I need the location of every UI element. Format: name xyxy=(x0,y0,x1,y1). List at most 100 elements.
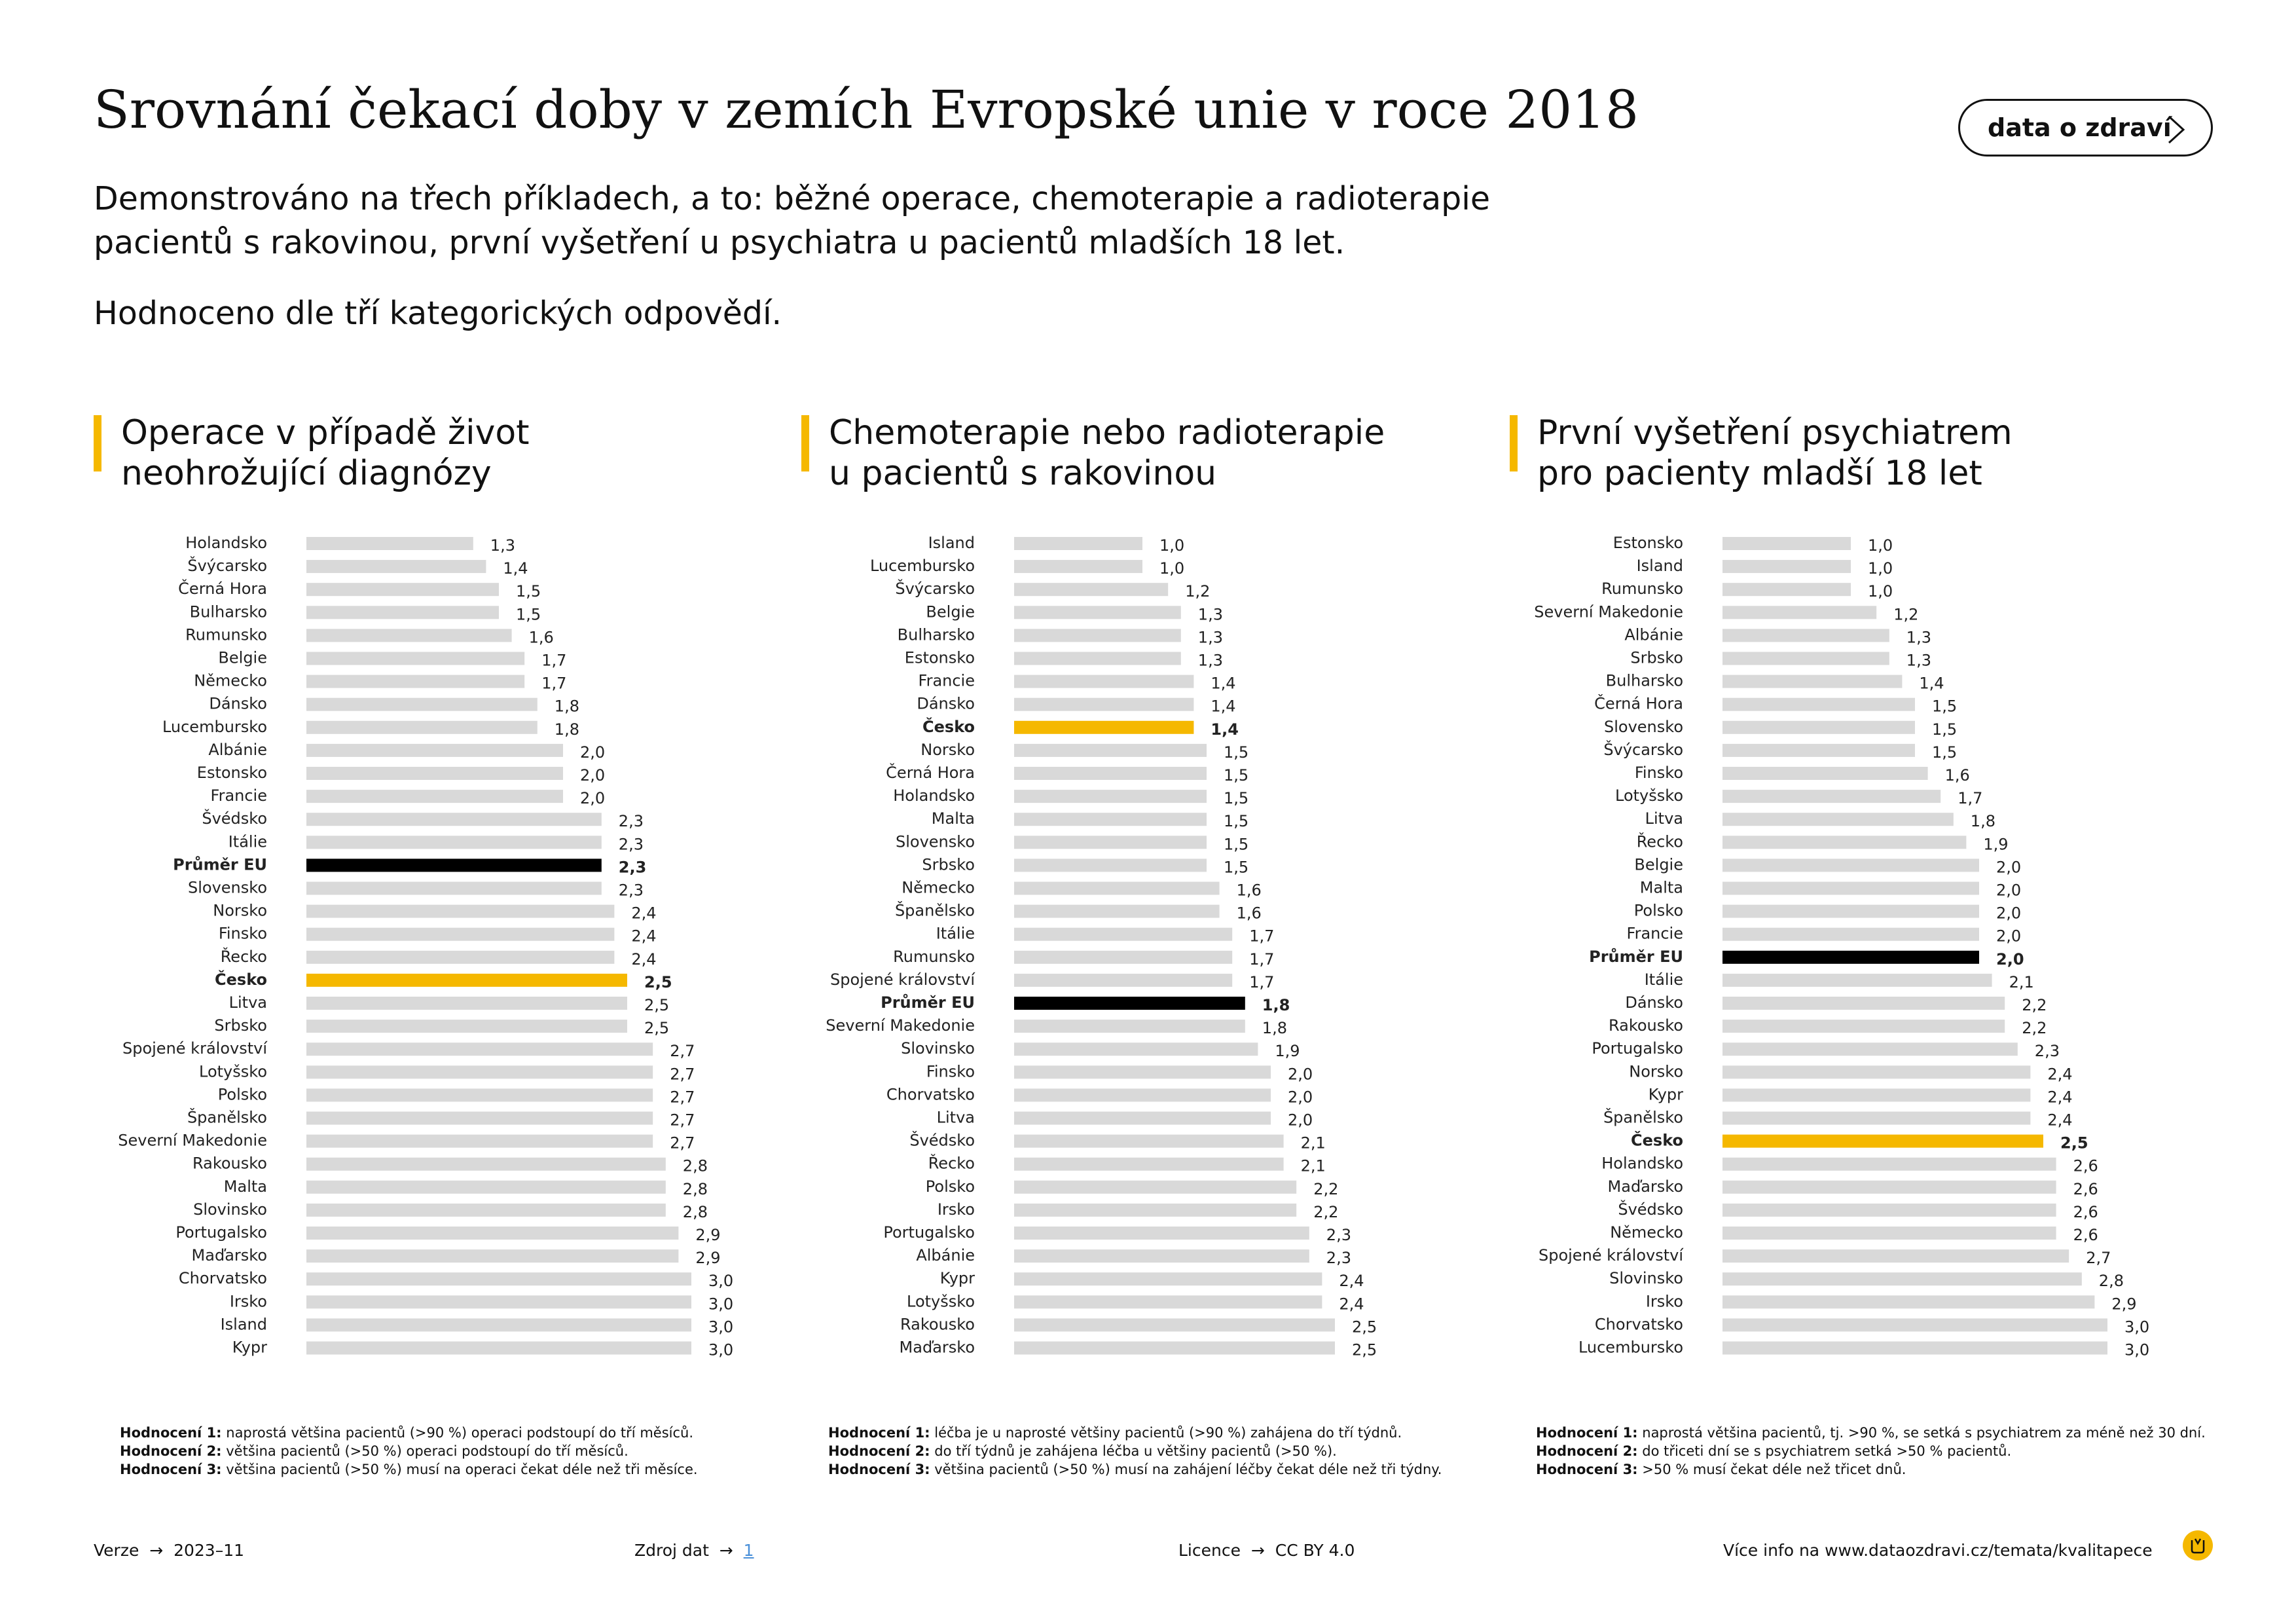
footer-info[interactable]: Více info na www.dataozdravi.cz/temata/k… xyxy=(1723,1541,2153,1560)
subtitle-line: Demonstrováno na třech příkladech, a to:… xyxy=(94,180,1490,217)
notes-chemoterapie: Hodnocení 1: léčba je u naprosté většiny… xyxy=(828,1424,1442,1479)
category-label: Irsko xyxy=(938,1200,975,1219)
bar xyxy=(306,813,602,826)
category-label: Lotyšsko xyxy=(1615,786,1683,805)
value-label: 1,8 xyxy=(555,720,579,739)
category-label: Maďarsko xyxy=(900,1338,975,1357)
category-label: Dánsko xyxy=(917,695,975,713)
value-label: 1,8 xyxy=(1971,812,1995,830)
value-label: 1,4 xyxy=(1211,720,1239,739)
category-label: Belgie xyxy=(1634,855,1683,874)
chevron-right-icon xyxy=(2168,115,2185,144)
bar xyxy=(306,652,525,665)
bar xyxy=(306,606,499,619)
category-label: Španělsko xyxy=(895,900,975,920)
value-label: 1,0 xyxy=(1159,559,1184,578)
category-label: Slovensko xyxy=(1604,718,1683,736)
bar xyxy=(1014,997,1245,1010)
value-label: 2,7 xyxy=(2086,1249,2111,1267)
bar xyxy=(1722,560,1851,574)
bar xyxy=(1014,674,1194,688)
version-value: 2023–11 xyxy=(173,1541,245,1560)
value-label: 1,7 xyxy=(541,674,566,693)
bar xyxy=(306,720,538,734)
value-label: 1,5 xyxy=(1224,789,1248,807)
value-label: 1,4 xyxy=(503,559,528,578)
category-label: Švýcarsko xyxy=(895,578,975,598)
bar xyxy=(1722,1111,2031,1125)
value-label: 2,0 xyxy=(1996,881,2021,900)
value-label: 1,5 xyxy=(1932,743,1957,762)
bar xyxy=(1014,1020,1245,1033)
bar xyxy=(1014,1065,1271,1079)
bar xyxy=(1722,904,1979,918)
category-label: Lucembursko xyxy=(162,718,267,736)
category-label: Švédsko xyxy=(202,808,267,828)
value-label: 2,0 xyxy=(1288,1065,1313,1083)
bar xyxy=(1722,697,1915,711)
value-label: 3,0 xyxy=(708,1295,733,1313)
category-label: Česko xyxy=(922,716,975,736)
bar xyxy=(1722,881,1979,895)
value-label: 2,8 xyxy=(683,1203,708,1221)
note-text: většina pacientů (>50 %) musí na operaci… xyxy=(221,1462,698,1477)
category-label: Itálie xyxy=(936,925,975,943)
bar xyxy=(1014,1341,1335,1355)
category-label: Finsko xyxy=(219,925,267,943)
bar xyxy=(1722,743,1915,757)
bar-chart-psychiatr: Estonsko 1,0 Island 1,0 Rumunsko 1,0 Severní M… xyxy=(1534,534,2149,1359)
bar xyxy=(306,973,627,987)
category-label: Řecko xyxy=(221,947,267,966)
bar xyxy=(306,1020,627,1033)
category-label: Albánie xyxy=(1624,625,1683,644)
category-label: Spojené království xyxy=(122,1039,268,1058)
bar xyxy=(1014,697,1194,711)
category-label: Rumunsko xyxy=(1601,580,1683,598)
bar xyxy=(1014,629,1181,642)
note-text: naprostá většina pacientů (>90 %) operac… xyxy=(221,1425,693,1441)
value-label: 1,5 xyxy=(1224,858,1248,876)
note-text: většina pacientů (>50 %) musí na zahájen… xyxy=(930,1462,1442,1477)
category-label: Maďarsko xyxy=(1608,1177,1683,1196)
value-label: 1,5 xyxy=(1224,766,1248,784)
value-label: 1,8 xyxy=(1262,1019,1287,1037)
category-label: Německo xyxy=(194,672,267,690)
bar xyxy=(306,583,499,597)
bar xyxy=(1014,743,1207,757)
data-o-zdravi-button[interactable]: data o zdraví xyxy=(1958,99,2213,157)
category-label: Holandsko xyxy=(1601,1154,1683,1173)
value-label: 1,9 xyxy=(1275,1042,1300,1060)
value-label: 2,0 xyxy=(1996,904,2021,923)
value-label: 2,4 xyxy=(2047,1088,2072,1106)
bar xyxy=(306,858,602,872)
category-label: Rumunsko xyxy=(893,948,975,966)
value-label: 3,0 xyxy=(708,1272,733,1290)
value-label: 1,7 xyxy=(1249,927,1274,946)
bar xyxy=(1014,560,1142,574)
category-label: Rakousko xyxy=(1609,1016,1683,1035)
note-text: naprostá většina pacientů, tj. >90 %, se… xyxy=(1637,1425,2206,1441)
value-label: 2,8 xyxy=(683,1157,708,1175)
category-label: Kypr xyxy=(232,1338,267,1357)
category-label: Srbsko xyxy=(1630,649,1683,667)
value-label: 2,1 xyxy=(1301,1157,1326,1175)
category-label: Polsko xyxy=(1634,902,1683,920)
value-label: 1,2 xyxy=(1893,605,1918,623)
note-row: Hodnocení 2: do tří týdnů je zahájena lé… xyxy=(828,1442,1442,1460)
bar xyxy=(1722,767,1928,780)
value-label: 1,3 xyxy=(1906,628,1931,646)
value-label: 2,5 xyxy=(644,1019,669,1037)
accent-bar xyxy=(1510,415,1518,471)
category-label: Kypr xyxy=(940,1269,975,1287)
bar xyxy=(1722,997,2005,1010)
value-label: 1,0 xyxy=(1868,559,1893,578)
bar xyxy=(1014,1295,1322,1309)
value-label: 2,9 xyxy=(695,1249,720,1267)
logo-icon xyxy=(2183,1530,2213,1560)
category-label: Srbsko xyxy=(922,855,975,874)
bar xyxy=(306,904,615,918)
license-value: CC BY 4.0 xyxy=(1275,1541,1355,1560)
source-label: Zdroj dat xyxy=(634,1541,709,1560)
note-label: Hodnocení 1: xyxy=(120,1425,222,1441)
source-link[interactable]: 1 xyxy=(743,1541,754,1560)
